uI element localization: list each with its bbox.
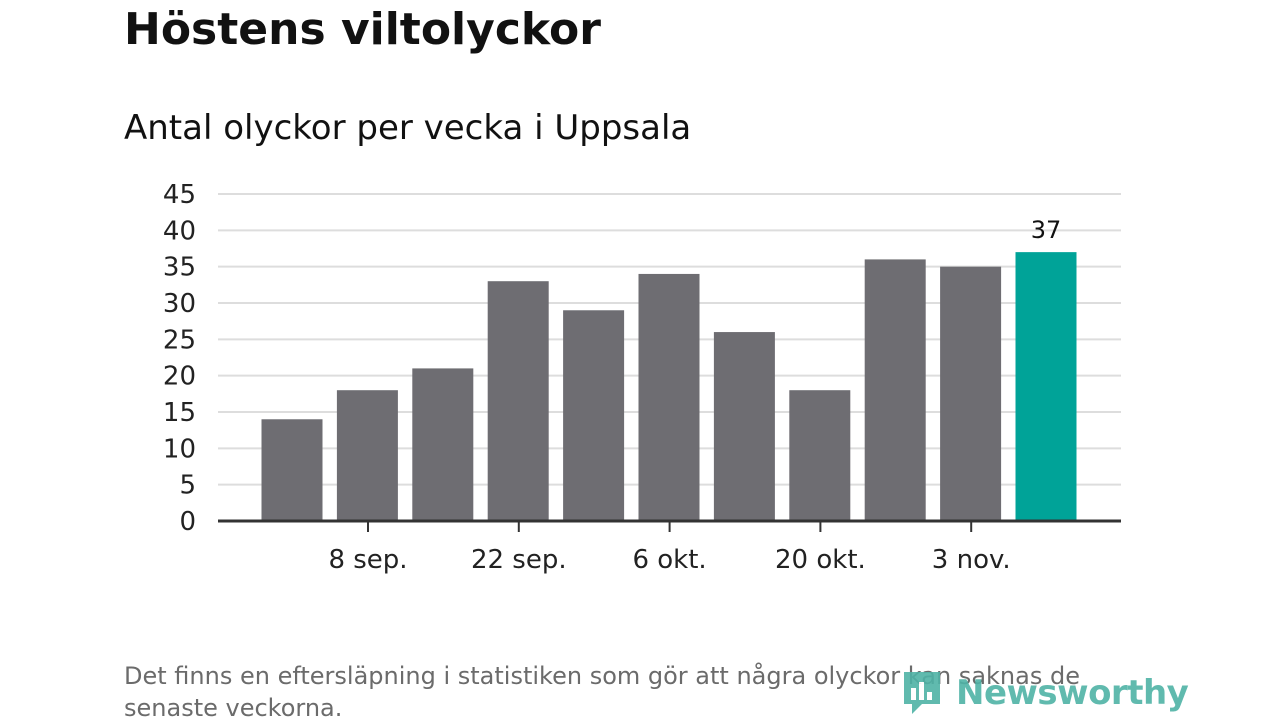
y-tick-label: 35 [163, 253, 196, 283]
newsworthy-logo-text: Newsworthy [956, 673, 1189, 713]
y-tick-label: 15 [163, 398, 196, 428]
bar [789, 390, 851, 521]
bar-highlight [1015, 252, 1077, 521]
bar [563, 310, 625, 521]
y-tick-label: 0 [179, 507, 196, 537]
bar [638, 273, 700, 521]
bar [412, 368, 474, 521]
y-tick-label: 40 [163, 216, 196, 246]
x-tick-label: 6 okt. [632, 545, 706, 575]
x-tick-label: 3 nov. [932, 545, 1011, 575]
bar [336, 390, 398, 521]
bar [261, 419, 323, 521]
x-tick-label: 20 okt. [775, 545, 866, 575]
x-axis-ticks: 8 sep. 22 sep. 6 okt. 20 okt. 3 nov. [328, 521, 1011, 575]
y-tick-label: 10 [163, 434, 196, 464]
bar [940, 266, 1002, 521]
bar [864, 259, 926, 521]
y-tick-label: 30 [163, 289, 196, 319]
bar [487, 281, 549, 521]
data-labels: 37 [1031, 216, 1062, 244]
y-axis-ticks: 0 5 10 15 20 25 30 35 40 45 [163, 180, 196, 537]
bars [261, 252, 1077, 521]
y-tick-label: 5 [179, 471, 196, 501]
y-tick-label: 45 [163, 180, 196, 210]
newsworthy-logo: Newsworthy [900, 668, 1189, 718]
y-tick-label: 20 [163, 362, 196, 392]
chart-title: Höstens viltolyckor [124, 4, 601, 55]
y-tick-label: 25 [163, 325, 196, 355]
x-tick-label: 22 sep. [471, 545, 567, 575]
bar [713, 332, 775, 521]
data-label-last: 37 [1031, 216, 1062, 244]
chart-subtitle: Antal olyckor per vecka i Uppsala [124, 108, 692, 148]
newsworthy-logo-icon [904, 672, 940, 714]
x-tick-label: 8 sep. [328, 545, 407, 575]
